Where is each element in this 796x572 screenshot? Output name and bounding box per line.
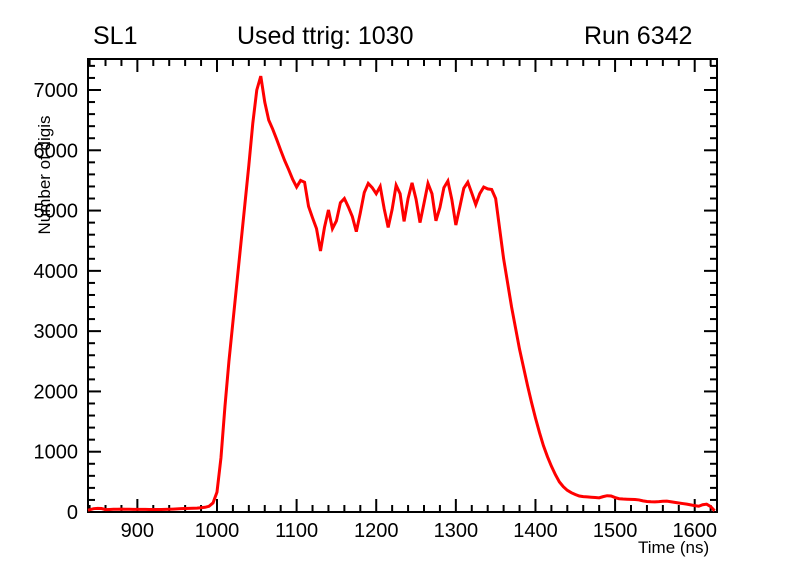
y-tick-label: 3000 xyxy=(34,321,79,343)
x-tick-label: 1100 xyxy=(275,520,318,542)
x-tick-label: 900 xyxy=(121,520,154,542)
plot-frame xyxy=(87,58,718,513)
header-label-run: Run 6342 xyxy=(584,22,693,50)
x-tick-label: 1600 xyxy=(672,520,717,542)
y-axis-tick-labels: 0 1000 2000 3000 4000 5000 6000 7000 xyxy=(34,80,79,524)
y-tick-label: 7000 xyxy=(34,80,79,102)
y-tick-label: 0 xyxy=(67,502,78,524)
y-tick-label: 1000 xyxy=(34,442,79,464)
y-tick-label: 4000 xyxy=(34,261,79,283)
x-tick-label: 1400 xyxy=(513,520,558,542)
x-axis-ticks xyxy=(88,59,712,512)
data-series-lines xyxy=(87,75,716,512)
y-tick-label: 6000 xyxy=(34,140,79,162)
x-tick-label: 1300 xyxy=(434,520,479,542)
data-line-digis xyxy=(87,75,716,512)
y-tick-label: 2000 xyxy=(34,381,79,403)
header-label-ttrig: Used ttrig: 1030 xyxy=(237,22,414,50)
y-tick-label: 5000 xyxy=(34,201,79,223)
y-axis-ticks xyxy=(88,64,717,513)
x-tick-label: 1000 xyxy=(195,520,240,542)
x-tick-label: 1200 xyxy=(354,520,399,542)
header-label-superlayer: SL1 xyxy=(93,22,138,50)
x-tick-label: 1500 xyxy=(593,520,638,542)
x-axis-title: Time (ns) xyxy=(638,538,710,557)
x-axis-tick-labels: 900 1000 1100 1200 1300 1400 1500 1600 xyxy=(121,520,717,542)
